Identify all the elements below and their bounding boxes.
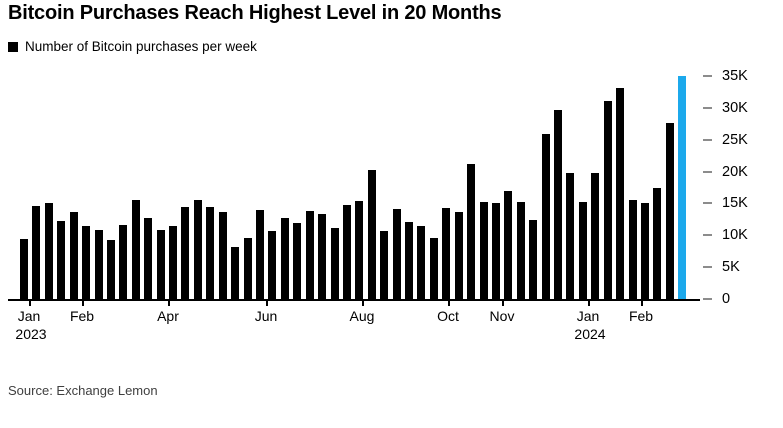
chart-title: Bitcoin Purchases Reach Highest Level in… [8, 2, 502, 24]
y-axis-tick-dash [703, 298, 712, 300]
bar [641, 203, 649, 299]
y-axis-tick-dash [703, 266, 712, 269]
bar [206, 207, 215, 299]
y-axis-label: 35K [722, 68, 748, 84]
legend-label: Number of Bitcoin purchases per week [25, 39, 257, 54]
bar [665, 123, 674, 299]
y-axis-tick-dash [703, 170, 712, 173]
bar [467, 163, 476, 299]
bar [106, 239, 115, 299]
bar [20, 239, 28, 299]
bar [342, 204, 351, 299]
x-axis-label: Nov [489, 308, 515, 324]
bar [293, 223, 302, 299]
bar [82, 225, 91, 299]
bar [616, 88, 625, 299]
x-axis-label: Jan [576, 308, 600, 324]
x-axis-tick [29, 301, 31, 306]
bar [429, 238, 438, 299]
y-axis-tick-dash [703, 138, 712, 141]
y-axis-label: 15K [722, 195, 748, 212]
bar [541, 133, 550, 299]
bar [193, 199, 202, 299]
x-axis-label: Feb [69, 308, 95, 324]
source-note: Source: Exchange Lemon [8, 383, 158, 398]
y-axis-label: 10K [722, 227, 748, 244]
bar [504, 191, 513, 299]
y-axis-label: 25K [722, 131, 748, 148]
bar [32, 205, 41, 299]
bar [305, 211, 314, 299]
x-axis-line [8, 299, 700, 301]
bar [479, 201, 488, 299]
bar [243, 237, 252, 299]
bar [653, 187, 662, 299]
x-axis-tick [448, 301, 450, 306]
y-axis-tick-dash [703, 234, 712, 237]
bar [156, 230, 165, 299]
bar [454, 211, 463, 299]
bar [318, 214, 327, 299]
x-axis-tick [82, 301, 84, 306]
bar [591, 173, 600, 299]
bar [603, 101, 612, 299]
bar [181, 206, 190, 299]
y-axis-tick-dash [703, 202, 712, 205]
x-axis-tick [502, 301, 504, 306]
x-axis-label: Apr [157, 308, 179, 324]
bar [169, 225, 178, 299]
bar [529, 219, 538, 299]
bar [131, 199, 140, 299]
bar [144, 218, 153, 299]
bar [554, 109, 563, 299]
bar [380, 230, 389, 299]
x-axis-label: Jun [254, 308, 278, 324]
bar [355, 200, 364, 299]
bar [218, 211, 227, 299]
x-axis-label: Oct [437, 308, 459, 324]
bar [392, 208, 401, 299]
y-axis-tick-dash [703, 106, 712, 109]
y-axis-label: 30K [722, 99, 748, 116]
bar [491, 203, 500, 299]
bar [628, 200, 637, 299]
bar [69, 211, 78, 299]
bar [566, 172, 575, 299]
y-axis-label: 5K [722, 259, 740, 276]
x-axis-tick [362, 301, 364, 306]
bar [94, 230, 103, 299]
bar [330, 227, 339, 299]
x-axis-label: Jan [17, 308, 41, 324]
x-axis-tick [641, 301, 643, 306]
y-axis-label: 20K [722, 163, 748, 180]
bar [578, 202, 587, 299]
bar [280, 218, 289, 299]
bar [57, 220, 66, 299]
chart-legend: Number of Bitcoin purchases per week [8, 39, 257, 54]
bar-highlight-latest [678, 76, 687, 299]
y-axis-tick-dash [703, 75, 712, 77]
bar [516, 202, 525, 299]
bar [231, 247, 240, 299]
bar [442, 207, 451, 299]
x-axis-label: Feb [628, 308, 654, 324]
bar [268, 230, 277, 299]
x-axis-tick [588, 301, 590, 306]
bar [405, 221, 414, 299]
bar [255, 209, 264, 299]
x-axis-year-label: 2023 [15, 326, 47, 342]
bar [367, 170, 376, 299]
legend-swatch-icon [8, 41, 18, 52]
bar [119, 225, 128, 299]
x-axis-label: Aug [349, 308, 375, 324]
y-axis-label: 0 [722, 291, 731, 307]
bar [417, 225, 426, 299]
bar [44, 202, 53, 299]
x-axis-tick [266, 301, 268, 306]
x-axis-tick [168, 301, 170, 306]
x-axis-year-label: 2024 [574, 326, 606, 342]
